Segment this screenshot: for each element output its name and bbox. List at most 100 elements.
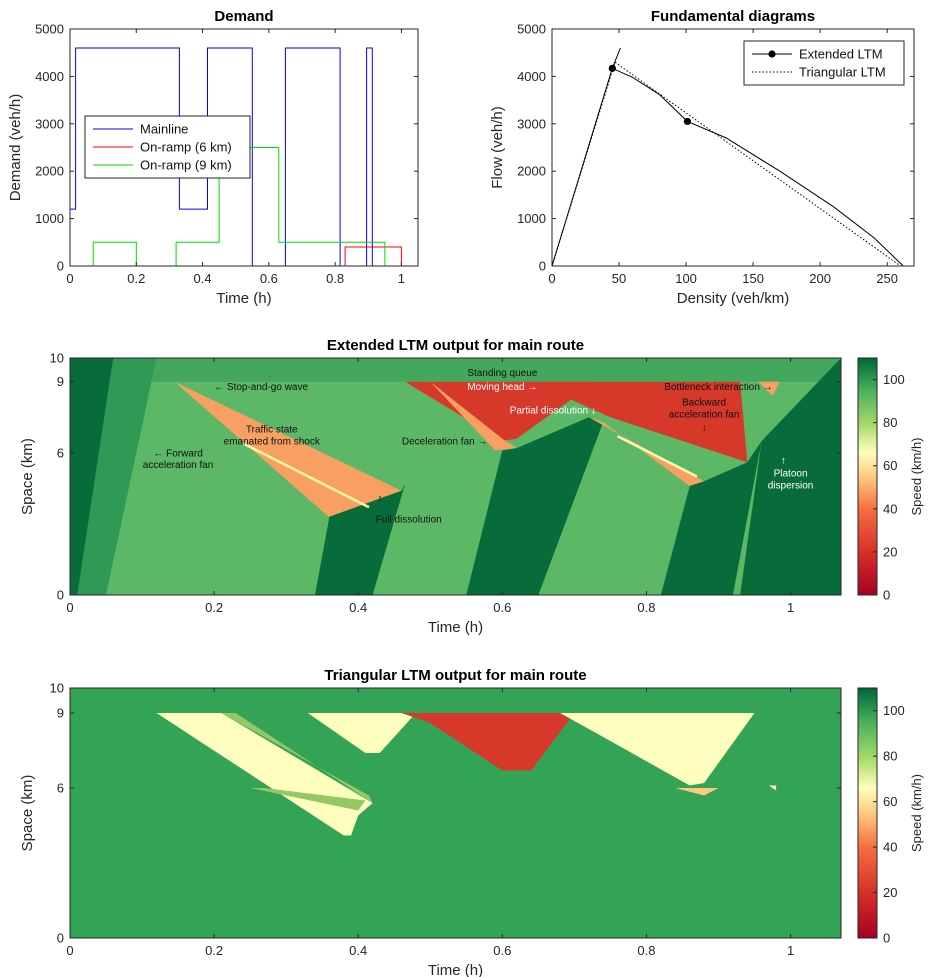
y-tick-label: 6 <box>57 445 64 460</box>
series-line-extended-ltm <box>552 47 904 266</box>
legend: Mainline On-ramp (6 km) On-ramp (9 km) <box>84 115 251 179</box>
speed-region <box>77 358 157 595</box>
colorbar-tick-label: 20 <box>883 885 897 900</box>
annotation: Moving head → <box>467 382 537 393</box>
annotation: ↓ <box>702 422 707 433</box>
colorbar-tick-label: 0 <box>883 931 890 946</box>
y-tick-label: 4000 <box>35 69 64 84</box>
annotation: acceleration fan <box>143 460 214 471</box>
colorbar-scale <box>857 357 878 596</box>
speed-region <box>307 713 416 753</box>
legend-label: On-ramp (6 km) <box>140 140 232 155</box>
legend-label: On-ramp (9 km) <box>140 158 232 173</box>
y-tick-label: 1000 <box>517 211 546 226</box>
legend-label: Triangular LTM <box>799 65 886 80</box>
series-group <box>552 47 904 266</box>
x-tick-label: 1 <box>398 271 405 286</box>
annotation: ↑ <box>377 493 382 504</box>
data-point <box>683 117 692 126</box>
y-tick-label: 4000 <box>517 69 546 84</box>
legend-label: Mainline <box>140 122 188 137</box>
colorbar-scale <box>857 687 878 939</box>
plot-ext: ← Stop-and-go wave Traffic stateemanated … <box>19 337 842 636</box>
x-tick-label: 0.4 <box>194 271 212 286</box>
x-tick-label: 0.6 <box>493 600 511 615</box>
y-tick-label: 3000 <box>517 116 546 131</box>
speed-region <box>675 788 719 796</box>
colorbar-ext: 0 20 40 60 80 100 Speed (km/h) <box>857 357 924 603</box>
speed-region <box>156 713 373 836</box>
annotation: dispersion <box>768 480 814 491</box>
regions <box>70 358 841 595</box>
y-axis-label: Flow (veh/h) <box>489 106 506 189</box>
colorbar-tick-label: 80 <box>883 749 897 764</box>
series-group <box>70 47 402 266</box>
colorbar-tick-label: 40 <box>883 840 897 855</box>
series-line-triangular-ltm <box>552 61 901 266</box>
x-tick-label: 0 <box>66 600 73 615</box>
y-axis-label: Demand (veh/h) <box>7 94 24 202</box>
axes-frame <box>69 28 419 267</box>
annotation: ← Stop-and-go wave <box>214 382 308 393</box>
speed-region <box>758 381 780 396</box>
annotation: Bottleneck interaction → <box>664 382 772 393</box>
colorbar-tick-label: 0 <box>883 588 890 603</box>
annotation: Standing queue <box>467 368 538 379</box>
annotation: ↑ <box>781 455 786 466</box>
annotation: Full dissolution <box>376 515 442 526</box>
x-tick-label: 0 <box>66 271 73 286</box>
colorbar-tick-label: 100 <box>883 372 905 387</box>
colorbar-tick-label: 60 <box>883 794 897 809</box>
x-tick-label: 0 <box>548 271 555 286</box>
legend-box <box>743 40 905 86</box>
y-tick-label: 3000 <box>35 116 64 131</box>
x-tick-label: 150 <box>742 271 764 286</box>
annotation: Deceleration fan → <box>402 437 488 448</box>
annotation: Traffic state <box>246 425 298 436</box>
y-tick-label: 1000 <box>35 211 64 226</box>
x-tick-label: 0.4 <box>349 943 367 958</box>
colorbar-label: Speed (km/h) <box>909 437 924 515</box>
x-tick-label: 0.6 <box>260 271 278 286</box>
x-tick-label: 100 <box>675 271 697 286</box>
colorbar-label: Speed (km/h) <box>909 774 924 852</box>
y-tick-label: 5000 <box>517 22 546 37</box>
y-tick-label: 0 <box>539 259 546 274</box>
x-tick-label: 0.8 <box>637 943 655 958</box>
y-tick-label: 9 <box>57 706 64 721</box>
x-tick-label: 0.2 <box>127 271 145 286</box>
x-axis-label: Time (h) <box>428 962 483 977</box>
colorbar-tick-label: 60 <box>883 458 897 473</box>
y-axis-label: Space (km) <box>19 775 36 852</box>
x-tick-label: 0.4 <box>349 600 367 615</box>
speed-region <box>660 440 762 595</box>
axes-frame <box>69 687 842 939</box>
annotation: Partial dissolution ↓ <box>510 406 596 417</box>
y-tick-label: 0 <box>57 259 64 274</box>
x-tick-label: 50 <box>612 271 626 286</box>
colorbar-tick-label: 40 <box>883 501 897 516</box>
speed-region <box>430 381 517 451</box>
annotation: emanated from shock <box>224 437 321 448</box>
plot-demand: 0 0.2 0.4 0.6 0.8 1 0 1000 2000 3000 4000 5000 Deman… <box>7 8 419 307</box>
annotation: acceleration fan <box>669 409 740 420</box>
speed-region <box>560 713 755 786</box>
y-tick-label: 0 <box>57 588 64 603</box>
x-axis-label: Time (h) <box>216 290 271 307</box>
annotation: Platoon <box>774 469 808 480</box>
x-axis-label: Time (h) <box>428 619 483 636</box>
x-tick-label: 0.2 <box>205 943 223 958</box>
x-tick-label: 250 <box>876 271 898 286</box>
x-axis-label: Density (veh/km) <box>677 290 790 307</box>
speed-region <box>466 417 604 595</box>
y-tick-label: 5000 <box>35 22 64 37</box>
legend: Extended LTM Triangular LTM <box>743 40 905 86</box>
colorbar-tick-label: 20 <box>883 544 897 559</box>
speed-region <box>531 381 748 463</box>
data-point <box>608 64 616 72</box>
annotation: Backward <box>682 397 726 408</box>
series-line-on-ramp-9-km- <box>70 147 402 266</box>
upstream-band <box>70 358 841 382</box>
